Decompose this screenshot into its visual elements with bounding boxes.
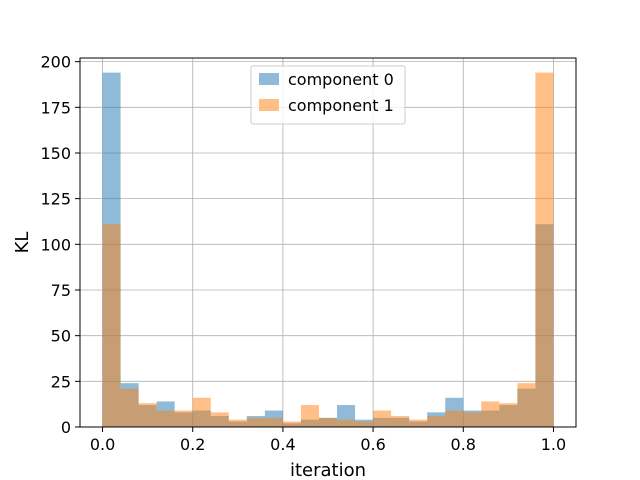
legend-label-component-0: component 0 (288, 70, 394, 89)
y-tick-label-8: 200 (40, 53, 71, 72)
bar-series-1-bin-7 (228, 419, 247, 427)
bar-series-1-bin-2 (138, 403, 157, 427)
legend-swatch-component-1 (259, 99, 279, 111)
bar-series-1-bin-3 (156, 410, 175, 427)
y-tick-label-5: 125 (40, 190, 71, 209)
y-axis-ticks: 0 25 50 75 100 125 150 175 200 (40, 53, 80, 437)
bar-series-1-bin-14 (355, 421, 374, 427)
y-tick-label-0: 0 (61, 418, 71, 437)
bar-series-1-bin-15 (373, 410, 392, 427)
x-tick-label-5: 1.0 (541, 435, 566, 454)
y-tick-label-4: 100 (40, 235, 71, 254)
bar-series-1-bin-24 (535, 72, 554, 427)
bar-series-1-bin-13 (337, 419, 356, 427)
bar-series-1-bin-5 (192, 397, 211, 427)
bar-series-1-bin-18 (427, 416, 446, 427)
x-axis-label: iteration (290, 460, 366, 480)
bar-series-1-bin-21 (481, 401, 500, 427)
y-tick-label-2: 50 (51, 327, 71, 346)
bar-series-1-bin-22 (499, 403, 518, 427)
bar-series-1-bin-1 (120, 388, 139, 427)
x-tick-label-4: 0.8 (451, 435, 476, 454)
x-axis-ticks: 0.0 0.2 0.4 0.6 0.8 1.0 (90, 427, 566, 454)
bars (102, 72, 554, 427)
bar-series-1-bin-23 (517, 383, 536, 427)
x-tick-label-3: 0.6 (360, 435, 385, 454)
x-tick-label-1: 0.2 (180, 435, 205, 454)
legend-swatch-component-0 (259, 73, 279, 85)
y-tick-label-1: 25 (51, 372, 71, 391)
bar-series-1-bin-8 (246, 417, 265, 427)
y-tick-label-3: 75 (51, 281, 71, 300)
legend-box (250, 65, 406, 125)
legend-label-component-1: component 1 (288, 96, 394, 115)
x-tick-label-0: 0.0 (90, 435, 115, 454)
y-tick-label-7: 175 (40, 98, 71, 117)
plot-frame (79, 57, 577, 428)
bar-series-1-bin-11 (300, 405, 319, 427)
bar-series-1-bin-9 (264, 417, 283, 427)
bar-series-1-bin-4 (174, 410, 193, 427)
x-tick-label-2: 0.4 (270, 435, 295, 454)
bar-series-1-bin-0 (102, 224, 121, 427)
bar-series-1-bin-20 (463, 412, 482, 427)
y-tick-label-6: 150 (40, 144, 71, 163)
bar-series-1-bin-17 (409, 419, 428, 427)
bar-series-1-bin-12 (318, 417, 338, 427)
y-axis-label: KL (12, 232, 33, 254)
bar-series-1-bin-19 (445, 410, 464, 427)
bar-series-1-bin-6 (210, 412, 229, 427)
bar-series-1-bin-10 (282, 421, 301, 427)
bar-series-1-bin-16 (391, 416, 410, 427)
legend: component 0 component 1 (250, 65, 406, 125)
